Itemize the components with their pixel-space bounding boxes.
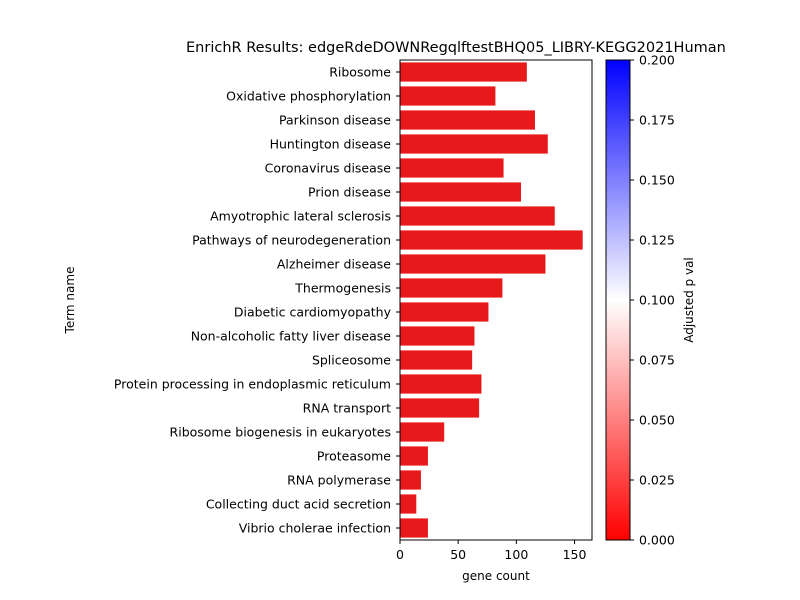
plot-frame (399, 59, 593, 541)
bar (400, 494, 417, 514)
y-tick-label: Pathways of neurodegeneration (192, 233, 391, 248)
y-tick-label: RNA polymerase (287, 473, 391, 488)
bar (400, 134, 548, 154)
y-tick-label: Collecting duct acid secretion (206, 497, 391, 512)
bar (400, 278, 503, 298)
colorbar-tick-label: 0.200 (639, 53, 675, 68)
x-tick-label: 150 (563, 547, 587, 562)
bar (400, 86, 496, 106)
bar (400, 446, 428, 466)
x-tick-label: 0 (396, 547, 404, 562)
bar (400, 422, 445, 442)
colorbar-tick-label: 0.075 (639, 353, 675, 368)
colorbar-tick-label: 0.050 (639, 413, 675, 428)
bar (400, 398, 480, 418)
y-tick-label: Prion disease (308, 185, 391, 200)
colorbar (605, 59, 631, 541)
x-ticks: 0 50 100 150 (396, 540, 587, 562)
y-tick-label: RNA transport (303, 401, 391, 416)
bar (400, 230, 583, 250)
y-tick-label: Spliceosome (312, 353, 391, 368)
y-tick-labels: Ribosome Oxidative phosphorylation Parkins… (114, 65, 400, 536)
y-tick-label: Coronavirus disease (265, 161, 392, 176)
y-tick-label: Ribosome (329, 65, 391, 80)
colorbar-tick-label: 0.175 (639, 113, 675, 128)
colorbar-label: Adjusted p val (682, 257, 696, 343)
y-tick-label: Alzheimer disease (277, 257, 391, 272)
x-tick-label: 100 (504, 547, 528, 562)
colorbar-tick-label: 0.100 (639, 293, 675, 308)
x-axis-label: gene count (462, 569, 530, 583)
bar (400, 62, 527, 82)
bar (400, 110, 535, 130)
bar (400, 350, 473, 370)
colorbar-ticks: 0.000 0.025 0.050 0.075 0.100 0.125 0.150 0.175… (630, 53, 675, 548)
y-tick-label: Vibrio cholerae infection (239, 521, 391, 536)
y-tick-label: Huntington disease (270, 137, 392, 152)
bars-group (400, 62, 583, 538)
bar (400, 182, 522, 202)
y-tick-label: Non-alcoholic fatty liver disease (191, 329, 392, 344)
y-tick-label: Thermogenesis (294, 281, 391, 296)
colorbar-tick-label: 0.025 (639, 473, 675, 488)
y-tick-label: Amyotrophic lateral sclerosis (210, 209, 391, 224)
y-tick-label: Oxidative phosphorylation (226, 89, 391, 104)
bar (400, 470, 421, 490)
y-tick-label: Parkinson disease (279, 113, 391, 128)
colorbar-tick-label: 0.125 (639, 233, 675, 248)
y-tick-label: Ribosome biogenesis in eukaryotes (170, 425, 391, 440)
bar (400, 158, 504, 178)
chart-title: EnrichR Results: edgeRdeDOWNRegqlftestBH… (186, 40, 726, 56)
y-tick-label: Proteasome (317, 449, 391, 464)
y-tick-label: Diabetic cardiomyopathy (234, 305, 392, 320)
bar (400, 374, 482, 394)
x-tick-label: 50 (450, 547, 466, 562)
bar (400, 302, 489, 322)
bar (400, 254, 546, 274)
y-tick-label: Protein processing in endoplasmic reticu… (114, 377, 391, 392)
colorbar-tick-label: 0.150 (639, 173, 675, 188)
bar (400, 206, 555, 226)
bar (400, 518, 428, 538)
bar (400, 326, 475, 346)
colorbar-tick-label: 0.000 (639, 533, 675, 548)
y-axis-label: Term name (63, 267, 77, 335)
